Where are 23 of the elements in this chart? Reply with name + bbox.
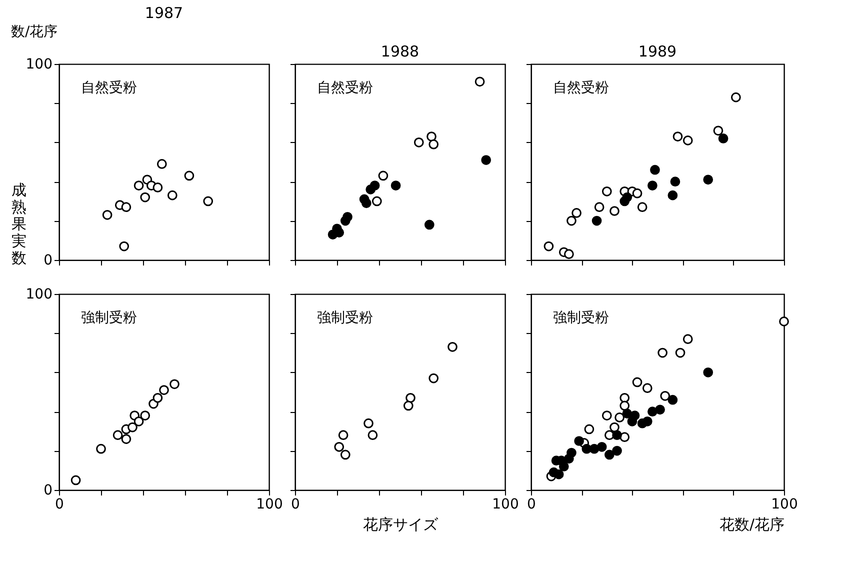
y-tick-label: 0 xyxy=(44,482,52,498)
annotation: 自然受粉 xyxy=(553,80,609,96)
x-tick-label: 100 xyxy=(771,496,798,512)
x-tick-label: 0 xyxy=(527,496,536,512)
y-axis-title: 成熟果実数 xyxy=(12,181,26,267)
text: 数/花序 xyxy=(11,24,58,40)
x-axis-title: 花序サイズ xyxy=(363,516,439,534)
annotation: 強制受粉 xyxy=(317,310,373,326)
annotation: 自然受粉 xyxy=(317,80,373,96)
annotation: 強制受粉 xyxy=(81,310,137,326)
annotation: 強制受粉 xyxy=(553,310,609,326)
y-tick-label: 100 xyxy=(26,286,52,302)
x-tick-label: 100 xyxy=(256,496,283,512)
annotation: 自然受粉 xyxy=(81,80,137,96)
x-tick-label: 0 xyxy=(55,496,64,512)
y-tick-label: 100 xyxy=(26,56,52,72)
chart-title: 1987 xyxy=(144,4,184,22)
x-axis-title: 花数/花序 xyxy=(719,516,784,534)
chart-title: 1989 xyxy=(638,42,677,60)
x-tick-label: 0 xyxy=(291,496,300,512)
chart-title: 1988 xyxy=(380,42,420,60)
y-tick-label: 0 xyxy=(44,252,52,268)
x-tick-label: 100 xyxy=(492,496,519,512)
